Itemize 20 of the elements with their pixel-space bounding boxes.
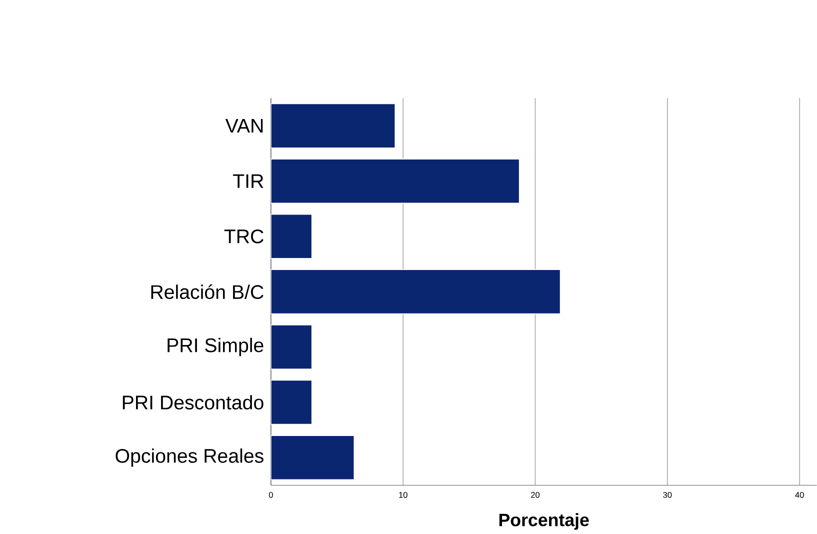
y-tick-label: Opciones Reales (116, 448, 264, 467)
bar (270, 214, 312, 260)
x-axis-title: Porcentaje (499, 513, 589, 530)
bar (270, 380, 312, 426)
bar (270, 324, 312, 370)
x-tick-label: 30 (663, 492, 672, 498)
x-tick-label: 40 (795, 492, 804, 498)
x-tick-label: 20 (531, 492, 540, 498)
bar (270, 103, 396, 149)
bar (270, 269, 561, 314)
x-tick-label: 0 (268, 492, 273, 498)
y-tick-label: PRI Descontado (122, 395, 264, 410)
y-tick-label: TIR (233, 174, 264, 188)
y-tick-label: PRI Simple (168, 338, 264, 356)
y-tick-label: TRC (224, 230, 264, 244)
x-tick-label: 10 (399, 492, 408, 498)
bar (270, 158, 520, 204)
y-tick-label: Relación B/C (151, 284, 264, 300)
bar (270, 435, 355, 480)
y-tick-label: VAN (225, 119, 263, 133)
